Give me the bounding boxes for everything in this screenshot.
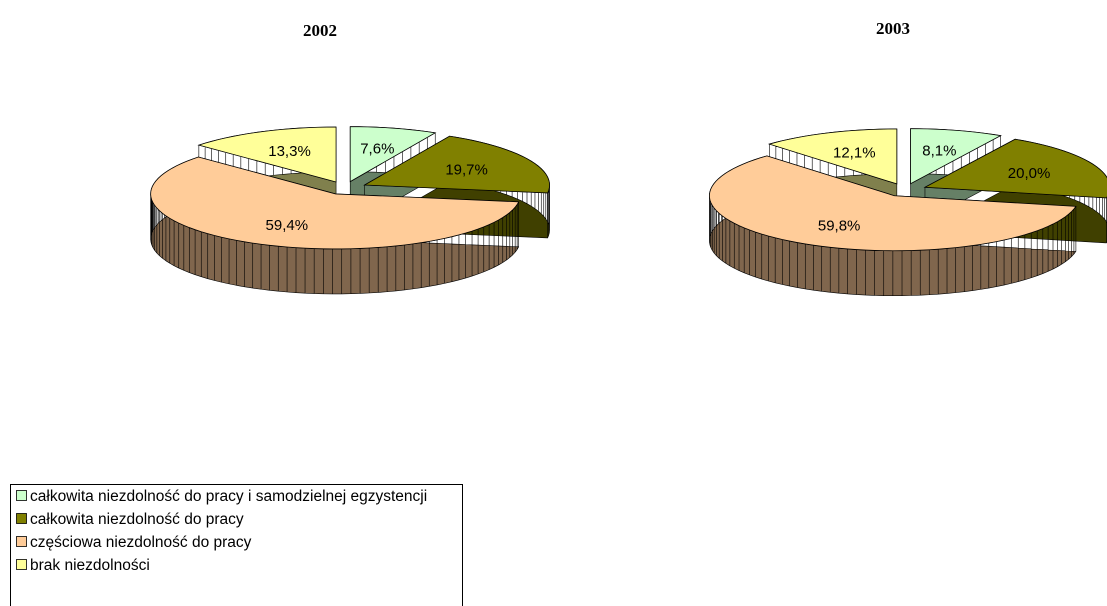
data-label: 59,8% [818, 218, 861, 235]
data-label: 19,7% [445, 161, 488, 178]
data-label: 12,1% [833, 144, 876, 161]
data-label: 8,1% [922, 143, 956, 160]
slice [197, 126, 337, 183]
legend-label: całkowita niezdolność do pracy i samodzi… [30, 488, 427, 505]
slice [349, 126, 437, 183]
legend-swatch [16, 536, 27, 547]
legend-label: brak niezdolności [30, 557, 150, 574]
legend-swatch [16, 513, 27, 524]
chart-title: 2003 [876, 19, 910, 38]
slice [767, 128, 898, 185]
data-label: 59,4% [266, 217, 309, 234]
legend-label: częściowa niezdolność do pracy [30, 534, 252, 551]
legend-box [10, 484, 463, 606]
data-label: 20,0% [1008, 165, 1051, 182]
legend-label: całkowita niezdolność do pracy [30, 511, 244, 528]
slice [150, 156, 520, 250]
data-label: 13,3% [268, 143, 311, 160]
legend-swatch [16, 490, 27, 501]
legend-swatch [16, 559, 27, 570]
slice [923, 138, 1107, 199]
chart-title: 2002 [303, 21, 337, 40]
data-label: 7,6% [360, 141, 394, 158]
slice [363, 135, 550, 194]
slice [910, 128, 1002, 185]
slice [709, 155, 1077, 252]
